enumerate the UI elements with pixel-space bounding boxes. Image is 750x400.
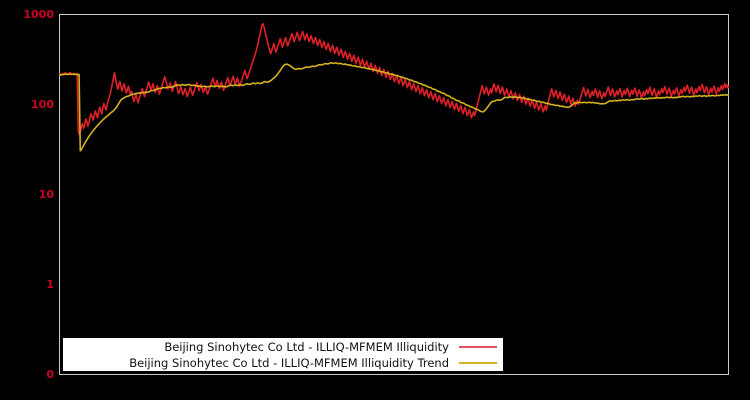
legend-item-label: Beijing Sinohytec Co Ltd - ILLIQ-MFMEM I… bbox=[164, 339, 449, 354]
y-tick-label-0: 0 bbox=[46, 368, 54, 381]
legend-color-swatch bbox=[459, 345, 497, 348]
legend-color-swatch bbox=[459, 361, 497, 364]
y-tick-label-100: 100 bbox=[31, 98, 54, 111]
y-tick-label-1: 1 bbox=[46, 278, 54, 291]
legend-item-label: Beijing Sinohytec Co Ltd - ILLIQ-MFMEM I… bbox=[129, 355, 449, 370]
y-tick-label-1000: 1000 bbox=[23, 8, 54, 21]
plot-area bbox=[59, 14, 729, 375]
legend-item-1[interactable]: Beijing Sinohytec Co Ltd - ILLIQ-MFMEM I… bbox=[63, 355, 503, 371]
y-tick-label-10: 10 bbox=[38, 188, 54, 201]
chart-legend[interactable]: Beijing Sinohytec Co Ltd - ILLIQ-MFMEM I… bbox=[63, 338, 503, 371]
y-axis-tick-labels: 1000 100 10 1 0 bbox=[0, 0, 59, 400]
legend-item-0[interactable]: Beijing Sinohytec Co Ltd - ILLIQ-MFMEM I… bbox=[63, 339, 503, 355]
